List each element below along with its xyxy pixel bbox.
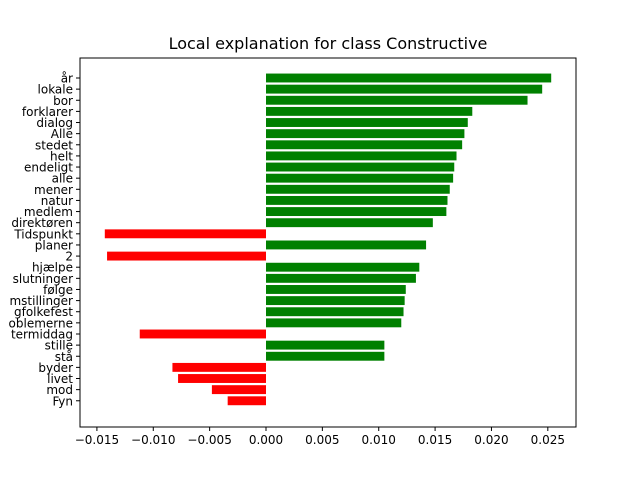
bar-5 (266, 118, 468, 127)
bar-28 (178, 374, 266, 383)
x-tick-label: 0.000 (249, 433, 283, 447)
x-tick-label: 0.010 (362, 433, 396, 447)
y-tick-label: termiddag (11, 327, 73, 341)
x-tick-label: −0.010 (131, 433, 175, 447)
y-tick-label: endeligt (24, 161, 73, 175)
bar-1 (266, 73, 552, 83)
y-tick-label: alle (52, 172, 73, 186)
y-tick-label: byder (38, 361, 73, 375)
y-tick-label: direktøren (11, 216, 73, 230)
bar-27 (172, 362, 266, 372)
bar-3 (266, 95, 528, 105)
bar-19 (266, 273, 416, 283)
chart-title: Local explanation for class Constructive (169, 34, 488, 53)
y-tick-label: Fyn (52, 394, 73, 408)
bar-16 (266, 240, 427, 250)
y-tick-label: Tidspunkt (13, 227, 73, 241)
bar-6 (266, 129, 465, 139)
y-tick-label: mstillinger (9, 294, 73, 308)
y-tick-label: helt (50, 149, 73, 163)
y-tick-label: slutninger (13, 272, 73, 286)
x-tick-label: 0.025 (531, 433, 565, 447)
bar-14 (266, 218, 433, 228)
y-tick-label: stå (55, 350, 73, 364)
x-tick-label: −0.015 (75, 433, 119, 447)
bar-7 (266, 140, 463, 150)
bar-17 (107, 251, 267, 261)
y-tick-label: stedet (35, 138, 73, 152)
y-axis-ticks: årlokaleborforklarerdialogAllestedethelt… (9, 72, 80, 408)
y-tick-label: mod (46, 383, 73, 397)
y-tick-label: lokale (38, 83, 73, 97)
bar-30 (227, 396, 266, 406)
bar-29 (211, 385, 266, 395)
y-tick-label: livet (47, 372, 73, 386)
plot-area-frame (79, 57, 577, 428)
bar-2 (266, 84, 543, 94)
bar-22 (266, 307, 404, 317)
y-tick-label: 2 (65, 250, 73, 264)
bar-20 (266, 285, 406, 294)
bar-18 (266, 262, 420, 272)
bar-24 (139, 329, 266, 339)
y-tick-label: stille (45, 339, 73, 353)
y-tick-label: hjælpe (32, 261, 73, 275)
bar-8 (266, 151, 457, 161)
y-tick-label: Alle (51, 127, 73, 141)
bar-13 (266, 207, 447, 217)
bar-26 (266, 351, 385, 361)
bars-group (104, 73, 552, 406)
y-tick-label: gfolkefest (14, 305, 73, 319)
bar-23 (266, 318, 402, 328)
bar-25 (266, 340, 385, 350)
x-tick-label: −0.005 (187, 433, 231, 447)
bar-10 (266, 173, 454, 183)
bar-21 (266, 296, 405, 306)
bar-4 (266, 106, 473, 116)
y-tick-label: natur (41, 194, 73, 208)
bar-9 (266, 162, 455, 172)
y-tick-label: forklarer (22, 105, 73, 119)
y-tick-label: bor (53, 94, 73, 108)
y-tick-label: år (61, 72, 73, 86)
x-tick-label: 0.005 (305, 433, 339, 447)
x-tick-label: 0.020 (474, 433, 508, 447)
y-tick-label: følge (43, 283, 73, 297)
bar-12 (266, 195, 448, 205)
bar-15 (104, 229, 266, 239)
y-tick-label: medlem (24, 205, 73, 219)
y-tick-label: mener (34, 183, 73, 197)
y-tick-label: planer (35, 238, 73, 252)
x-axis-ticks: −0.015 −0.010 −0.005 0.000 0.005 0.010 0.015 0.… (75, 427, 565, 447)
y-tick-label: dialog (36, 116, 73, 130)
bar-11 (266, 184, 450, 194)
y-tick-label: oblemerne (9, 316, 73, 330)
x-tick-label: 0.015 (418, 433, 452, 447)
